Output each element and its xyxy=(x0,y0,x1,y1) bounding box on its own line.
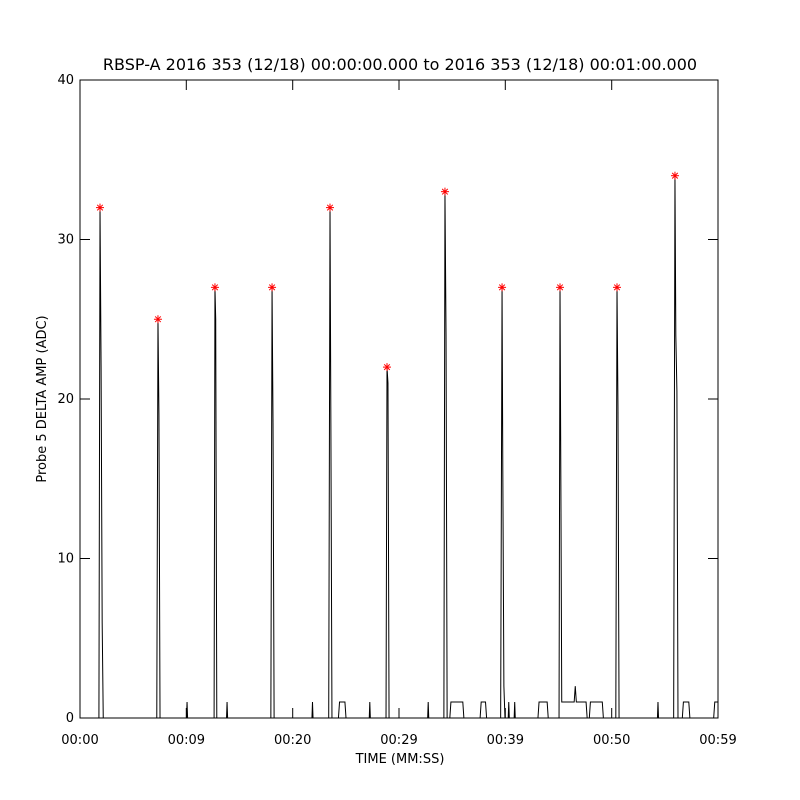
asterisk-stroke xyxy=(383,363,391,371)
x-tick-label: 00:00 xyxy=(61,733,98,748)
x-tick-label: 00:29 xyxy=(380,733,417,748)
peak-marker xyxy=(556,283,565,292)
peak-marker xyxy=(326,203,335,212)
asterisk-stroke xyxy=(498,284,506,291)
y-tick-label: 20 xyxy=(57,392,74,407)
x-tick-label: 00:39 xyxy=(487,733,524,748)
chart-title: RBSP-A 2016 353 (12/18) 00:00:00.000 to … xyxy=(103,55,697,74)
peak-marker xyxy=(96,203,105,212)
peak-marker xyxy=(613,283,622,292)
asterisk-stroke xyxy=(268,284,276,291)
asterisk-stroke xyxy=(671,172,679,179)
y-tick-label: 30 xyxy=(57,233,74,248)
asterisk-stroke xyxy=(326,204,334,211)
asterisk-stroke xyxy=(613,284,621,291)
asterisk-stroke xyxy=(441,188,449,195)
asterisk-stroke xyxy=(96,204,104,211)
peak-marker xyxy=(498,283,507,292)
x-tick-label: 00:50 xyxy=(593,733,630,748)
y-tick-label: 0 xyxy=(66,711,74,726)
peak-marker xyxy=(670,171,679,180)
asterisk-stroke xyxy=(556,284,564,291)
peak-marker xyxy=(382,363,391,372)
x-axis-label: TIME (MM:SS) xyxy=(355,752,445,767)
x-tick-label: 00:59 xyxy=(699,733,736,748)
peak-marker xyxy=(440,187,449,196)
y-axis-label: Probe 5 DELTA AMP (ADC) xyxy=(35,315,50,482)
asterisk-stroke xyxy=(154,316,162,323)
y-tick-label: 40 xyxy=(57,73,74,88)
y-tick-label: 10 xyxy=(57,552,74,567)
peak-marker xyxy=(268,283,277,292)
peak-marker xyxy=(210,283,219,292)
x-tick-label: 00:09 xyxy=(168,733,205,748)
x-tick-label: 00:20 xyxy=(274,733,311,748)
peak-marker xyxy=(153,315,162,324)
data-line xyxy=(80,175,718,719)
asterisk-stroke xyxy=(211,284,219,291)
